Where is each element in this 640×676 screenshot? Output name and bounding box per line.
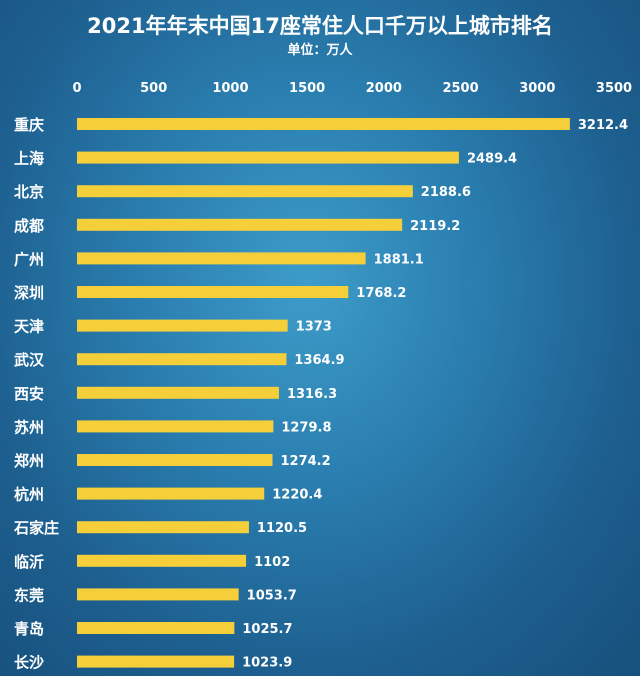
value-label: 1364.9 <box>294 353 344 368</box>
bar <box>77 655 235 668</box>
category-label: 杭州 <box>14 486 44 504</box>
category-label: 苏州 <box>14 418 44 436</box>
x-tick-label: 0 <box>72 81 81 96</box>
bar <box>77 319 288 332</box>
bar <box>77 487 265 500</box>
category-label: 成都 <box>14 217 44 235</box>
bar <box>77 151 459 164</box>
value-label: 1025.7 <box>242 622 292 637</box>
bar <box>77 386 279 399</box>
x-tick-label: 2500 <box>442 81 478 96</box>
value-label: 1881.1 <box>374 252 424 267</box>
bars-group: 重庆 3212.4 上海 2489.4 北京 2188.6 成都 2119.2 广州 1881.1… <box>13 116 628 672</box>
category-label: 重庆 <box>14 116 44 134</box>
category-label: 东莞 <box>14 586 44 604</box>
category-label: 武汉 <box>14 351 45 369</box>
category-label: 上海 <box>14 150 44 168</box>
category-label: 北京 <box>14 183 44 201</box>
x-tick-label: 500 <box>140 81 167 96</box>
value-label: 2489.4 <box>467 152 517 167</box>
bar <box>77 622 235 634</box>
bar <box>77 588 239 601</box>
x-axis-ticks: 0 500 1000 1500 2000 2500 3000 3500 <box>72 81 632 96</box>
category-label: 广州 <box>14 250 44 268</box>
value-label: 1053.7 <box>247 588 297 603</box>
bar <box>77 454 273 466</box>
category-label: 深圳 <box>14 284 44 302</box>
category-label: 郑州 <box>14 452 44 470</box>
bar <box>77 252 366 265</box>
bar <box>77 521 249 534</box>
value-label: 2119.2 <box>410 219 460 234</box>
bar <box>77 286 349 298</box>
value-label: 1102 <box>254 555 290 570</box>
value-label: 1768.2 <box>356 286 406 301</box>
category-label: 石家庄 <box>13 519 59 537</box>
value-label: 1274.2 <box>280 454 330 469</box>
bar <box>77 420 274 433</box>
value-label: 1316.3 <box>287 387 337 402</box>
value-label: 3212.4 <box>578 118 628 133</box>
value-label: 1373 <box>296 320 332 335</box>
category-label: 西安 <box>14 385 44 403</box>
value-label: 1279.8 <box>281 420 331 435</box>
chart-subtitle: 单位：万人 <box>287 42 353 58</box>
category-label: 青岛 <box>14 620 44 638</box>
category-label: 临沂 <box>14 553 44 571</box>
bar <box>77 185 413 198</box>
value-label: 1220.4 <box>272 488 322 503</box>
category-label: 长沙 <box>14 654 44 672</box>
x-tick-label: 1000 <box>212 81 248 96</box>
x-tick-label: 1500 <box>289 81 325 96</box>
value-label: 1023.9 <box>242 656 292 671</box>
value-label: 2188.6 <box>421 185 471 200</box>
bar <box>77 118 570 130</box>
x-tick-label: 3500 <box>596 81 632 96</box>
bar <box>77 554 247 567</box>
chart-title: 2021年年末中国17座常住人口千万以上城市排名 <box>87 14 553 38</box>
bar <box>77 218 403 231</box>
x-tick-label: 2000 <box>366 81 402 96</box>
value-label: 1120.5 <box>257 521 307 536</box>
category-label: 天津 <box>14 318 44 336</box>
x-tick-label: 3000 <box>519 81 555 96</box>
bar <box>77 353 287 366</box>
